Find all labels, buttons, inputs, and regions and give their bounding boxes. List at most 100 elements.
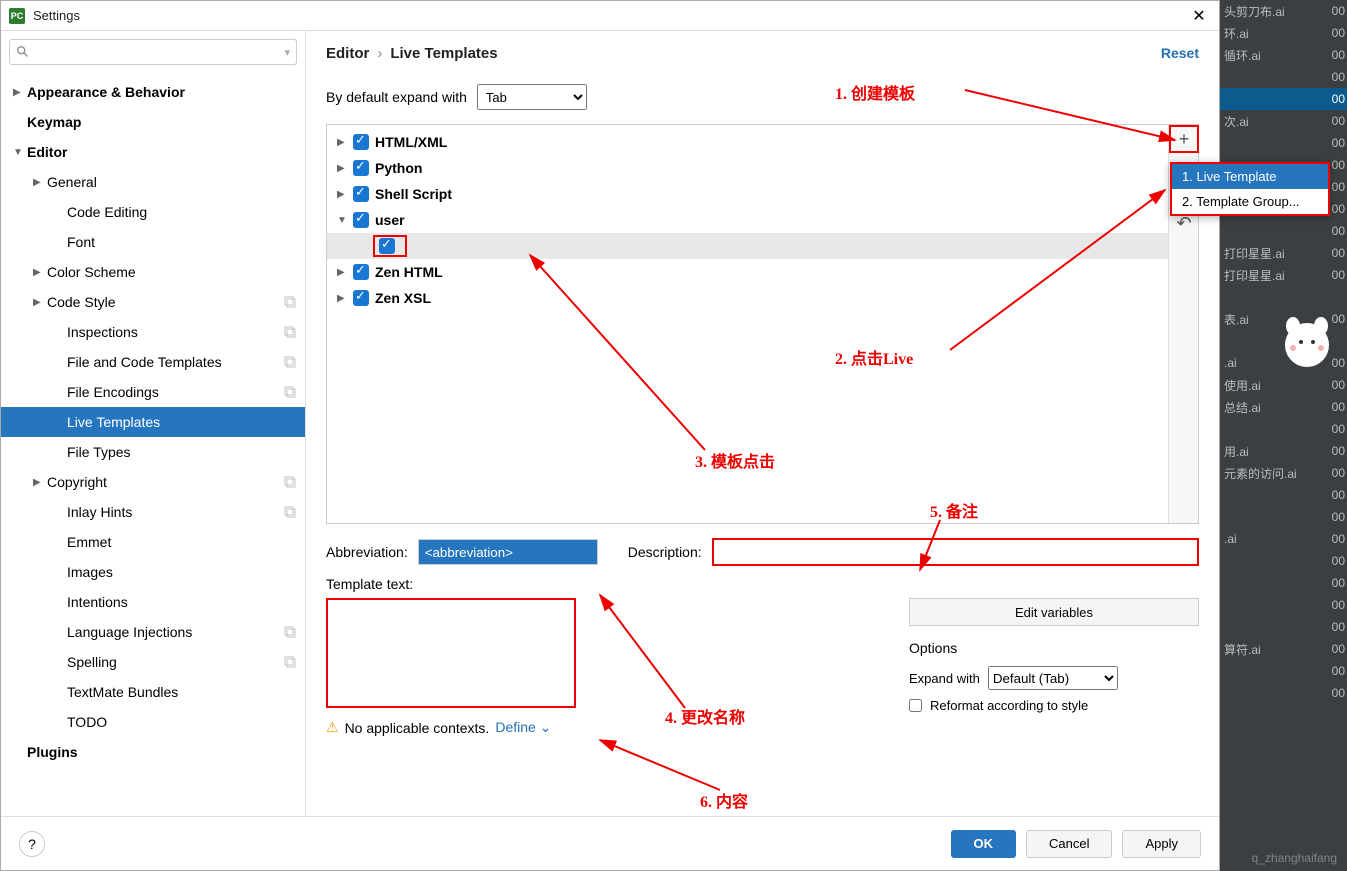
file-row[interactable]: 环.ai00	[1220, 22, 1347, 44]
template-text-label: Template text:	[326, 576, 413, 592]
sidebar-item-spelling[interactable]: Spelling	[1, 647, 305, 677]
search-input[interactable]	[34, 45, 284, 60]
cancel-button[interactable]: Cancel	[1026, 830, 1112, 858]
file-row[interactable]: 打印星星.ai00	[1220, 264, 1347, 286]
mascot-icon	[1277, 300, 1337, 380]
template-group-python[interactable]: ▶Python	[327, 155, 1198, 181]
sidebar-item-inlay-hints[interactable]: Inlay Hints	[1, 497, 305, 527]
abbreviation-input[interactable]	[418, 539, 598, 565]
sidebar-item-language-injections[interactable]: Language Injections	[1, 617, 305, 647]
template-item-abbreviation[interactable]	[327, 233, 1198, 259]
sidebar-item-file-types[interactable]: File Types	[1, 437, 305, 467]
file-row[interactable]: 00	[1220, 572, 1347, 594]
ok-button[interactable]: OK	[951, 830, 1017, 858]
settings-content: Editor › Live Templates Reset By default…	[306, 31, 1219, 816]
define-link[interactable]: Define ⌄	[495, 719, 551, 736]
no-context-text: No applicable contexts.	[345, 720, 490, 736]
template-group-html-xml[interactable]: ▶HTML/XML	[327, 129, 1198, 155]
warning-icon: ⚠	[326, 719, 339, 736]
reformat-checkbox[interactable]	[909, 699, 922, 712]
description-label: Description:	[628, 544, 702, 560]
file-row[interactable]: 00	[1220, 484, 1347, 506]
close-icon[interactable]: ✕	[1187, 6, 1211, 26]
settings-tree[interactable]: ▶Appearance & BehaviorKeymap▼Editor▶Gene…	[1, 73, 305, 816]
file-row[interactable]: 00	[1220, 594, 1347, 616]
add-template-button[interactable]: +	[1169, 125, 1199, 153]
sidebar-item-images[interactable]: Images	[1, 557, 305, 587]
help-button[interactable]: ?	[19, 831, 45, 857]
dialog-footer: ? OK Cancel Apply	[1, 816, 1219, 870]
file-row[interactable]: 算符.ai00	[1220, 638, 1347, 660]
sidebar-item-copyright[interactable]: ▶Copyright	[1, 467, 305, 497]
sidebar-item-editor[interactable]: ▼Editor	[1, 137, 305, 167]
sidebar-item-textmate-bundles[interactable]: TextMate Bundles	[1, 677, 305, 707]
sidebar-item-font[interactable]: Font	[1, 227, 305, 257]
apply-button[interactable]: Apply	[1122, 830, 1201, 858]
dropdown-icon[interactable]: ▾	[284, 46, 290, 59]
file-row[interactable]: 00	[1220, 616, 1347, 638]
sidebar-item-emmet[interactable]: Emmet	[1, 527, 305, 557]
sidebar-item-file-and-code-templates[interactable]: File and Code Templates	[1, 347, 305, 377]
template-text-input[interactable]	[326, 598, 576, 708]
reformat-label: Reformat according to style	[930, 698, 1088, 713]
sidebar-item-plugins[interactable]: Plugins	[1, 737, 305, 767]
file-row[interactable]: .ai00	[1220, 528, 1347, 550]
background-file-list: 头剪刀布.ai00环.ai00循环.ai000000次.ai0000000000…	[1220, 0, 1347, 871]
file-row[interactable]: 00	[1220, 506, 1347, 528]
file-row[interactable]: 循环.ai00	[1220, 44, 1347, 66]
file-row[interactable]: 元素的访问.ai00	[1220, 462, 1347, 484]
reset-link[interactable]: Reset	[1161, 45, 1199, 61]
watermark: q_zhanghaifang	[1252, 851, 1337, 865]
breadcrumb-live-templates: Live Templates	[390, 45, 497, 62]
app-icon: PC	[9, 8, 25, 24]
sidebar-item-file-encodings[interactable]: File Encodings	[1, 377, 305, 407]
file-row[interactable]: 00	[1220, 418, 1347, 440]
sidebar-item-general[interactable]: ▶General	[1, 167, 305, 197]
sidebar-item-todo[interactable]: TODO	[1, 707, 305, 737]
sidebar-item-intentions[interactable]: Intentions	[1, 587, 305, 617]
menu-template-group[interactable]: 2. Template Group...	[1172, 189, 1328, 214]
file-row[interactable]: 总结.ai00	[1220, 396, 1347, 418]
expand-select[interactable]: Tab	[477, 84, 587, 110]
sidebar-item-keymap[interactable]: Keymap	[1, 107, 305, 137]
file-row[interactable]: 头剪刀布.ai00	[1220, 0, 1347, 22]
file-row[interactable]: 00	[1220, 66, 1347, 88]
add-context-menu: 1. Live Template 2. Template Group...	[1170, 162, 1330, 216]
breadcrumb-editor[interactable]: Editor	[326, 45, 369, 62]
sidebar-item-appearance-behavior[interactable]: ▶Appearance & Behavior	[1, 77, 305, 107]
sidebar-item-color-scheme[interactable]: ▶Color Scheme	[1, 257, 305, 287]
abbreviation-label: Abbreviation:	[326, 544, 408, 560]
template-group-user[interactable]: ▼user	[327, 207, 1198, 233]
search-box[interactable]: ▾	[9, 39, 297, 65]
chevron-right-icon: ›	[377, 45, 382, 62]
file-row[interactable]: 00	[1220, 88, 1347, 110]
search-icon	[16, 45, 30, 59]
file-row[interactable]: 00	[1220, 660, 1347, 682]
sidebar-item-live-templates[interactable]: Live Templates	[1, 407, 305, 437]
sidebar-item-code-editing[interactable]: Code Editing	[1, 197, 305, 227]
expand-with-select[interactable]: Default (Tab)	[988, 666, 1118, 690]
description-input[interactable]	[712, 538, 1199, 566]
file-row[interactable]: 00	[1220, 132, 1347, 154]
file-row[interactable]: 00	[1220, 682, 1347, 704]
template-tree[interactable]: ▶HTML/XML▶Python▶Shell Script▼user ▶Zen H…	[327, 125, 1198, 315]
expand-label: By default expand with	[326, 89, 467, 105]
titlebar: PC Settings ✕	[1, 1, 1219, 31]
file-row[interactable]: 用.ai00	[1220, 440, 1347, 462]
template-group-shell-script[interactable]: ▶Shell Script	[327, 181, 1198, 207]
template-list-box: ▶HTML/XML▶Python▶Shell Script▼user ▶Zen H…	[326, 124, 1199, 524]
settings-sidebar: ▾ ▶Appearance & BehaviorKeymap▼Editor▶Ge…	[1, 31, 306, 816]
edit-variables-button[interactable]: Edit variables	[909, 598, 1199, 626]
options-title: Options	[909, 640, 1199, 656]
settings-dialog: PC Settings ✕ ▾ ▶Appearance & BehaviorKe…	[0, 0, 1220, 871]
sidebar-item-inspections[interactable]: Inspections	[1, 317, 305, 347]
file-row[interactable]: 00	[1220, 220, 1347, 242]
expand-with-label: Expand with	[909, 671, 980, 686]
template-group-zen-html[interactable]: ▶Zen HTML	[327, 259, 1198, 285]
sidebar-item-code-style[interactable]: ▶Code Style	[1, 287, 305, 317]
file-row[interactable]: 00	[1220, 550, 1347, 572]
file-row[interactable]: 次.ai00	[1220, 110, 1347, 132]
template-group-zen-xsl[interactable]: ▶Zen XSL	[327, 285, 1198, 311]
menu-live-template[interactable]: 1. Live Template	[1172, 164, 1328, 189]
file-row[interactable]: 打印星星.ai00	[1220, 242, 1347, 264]
